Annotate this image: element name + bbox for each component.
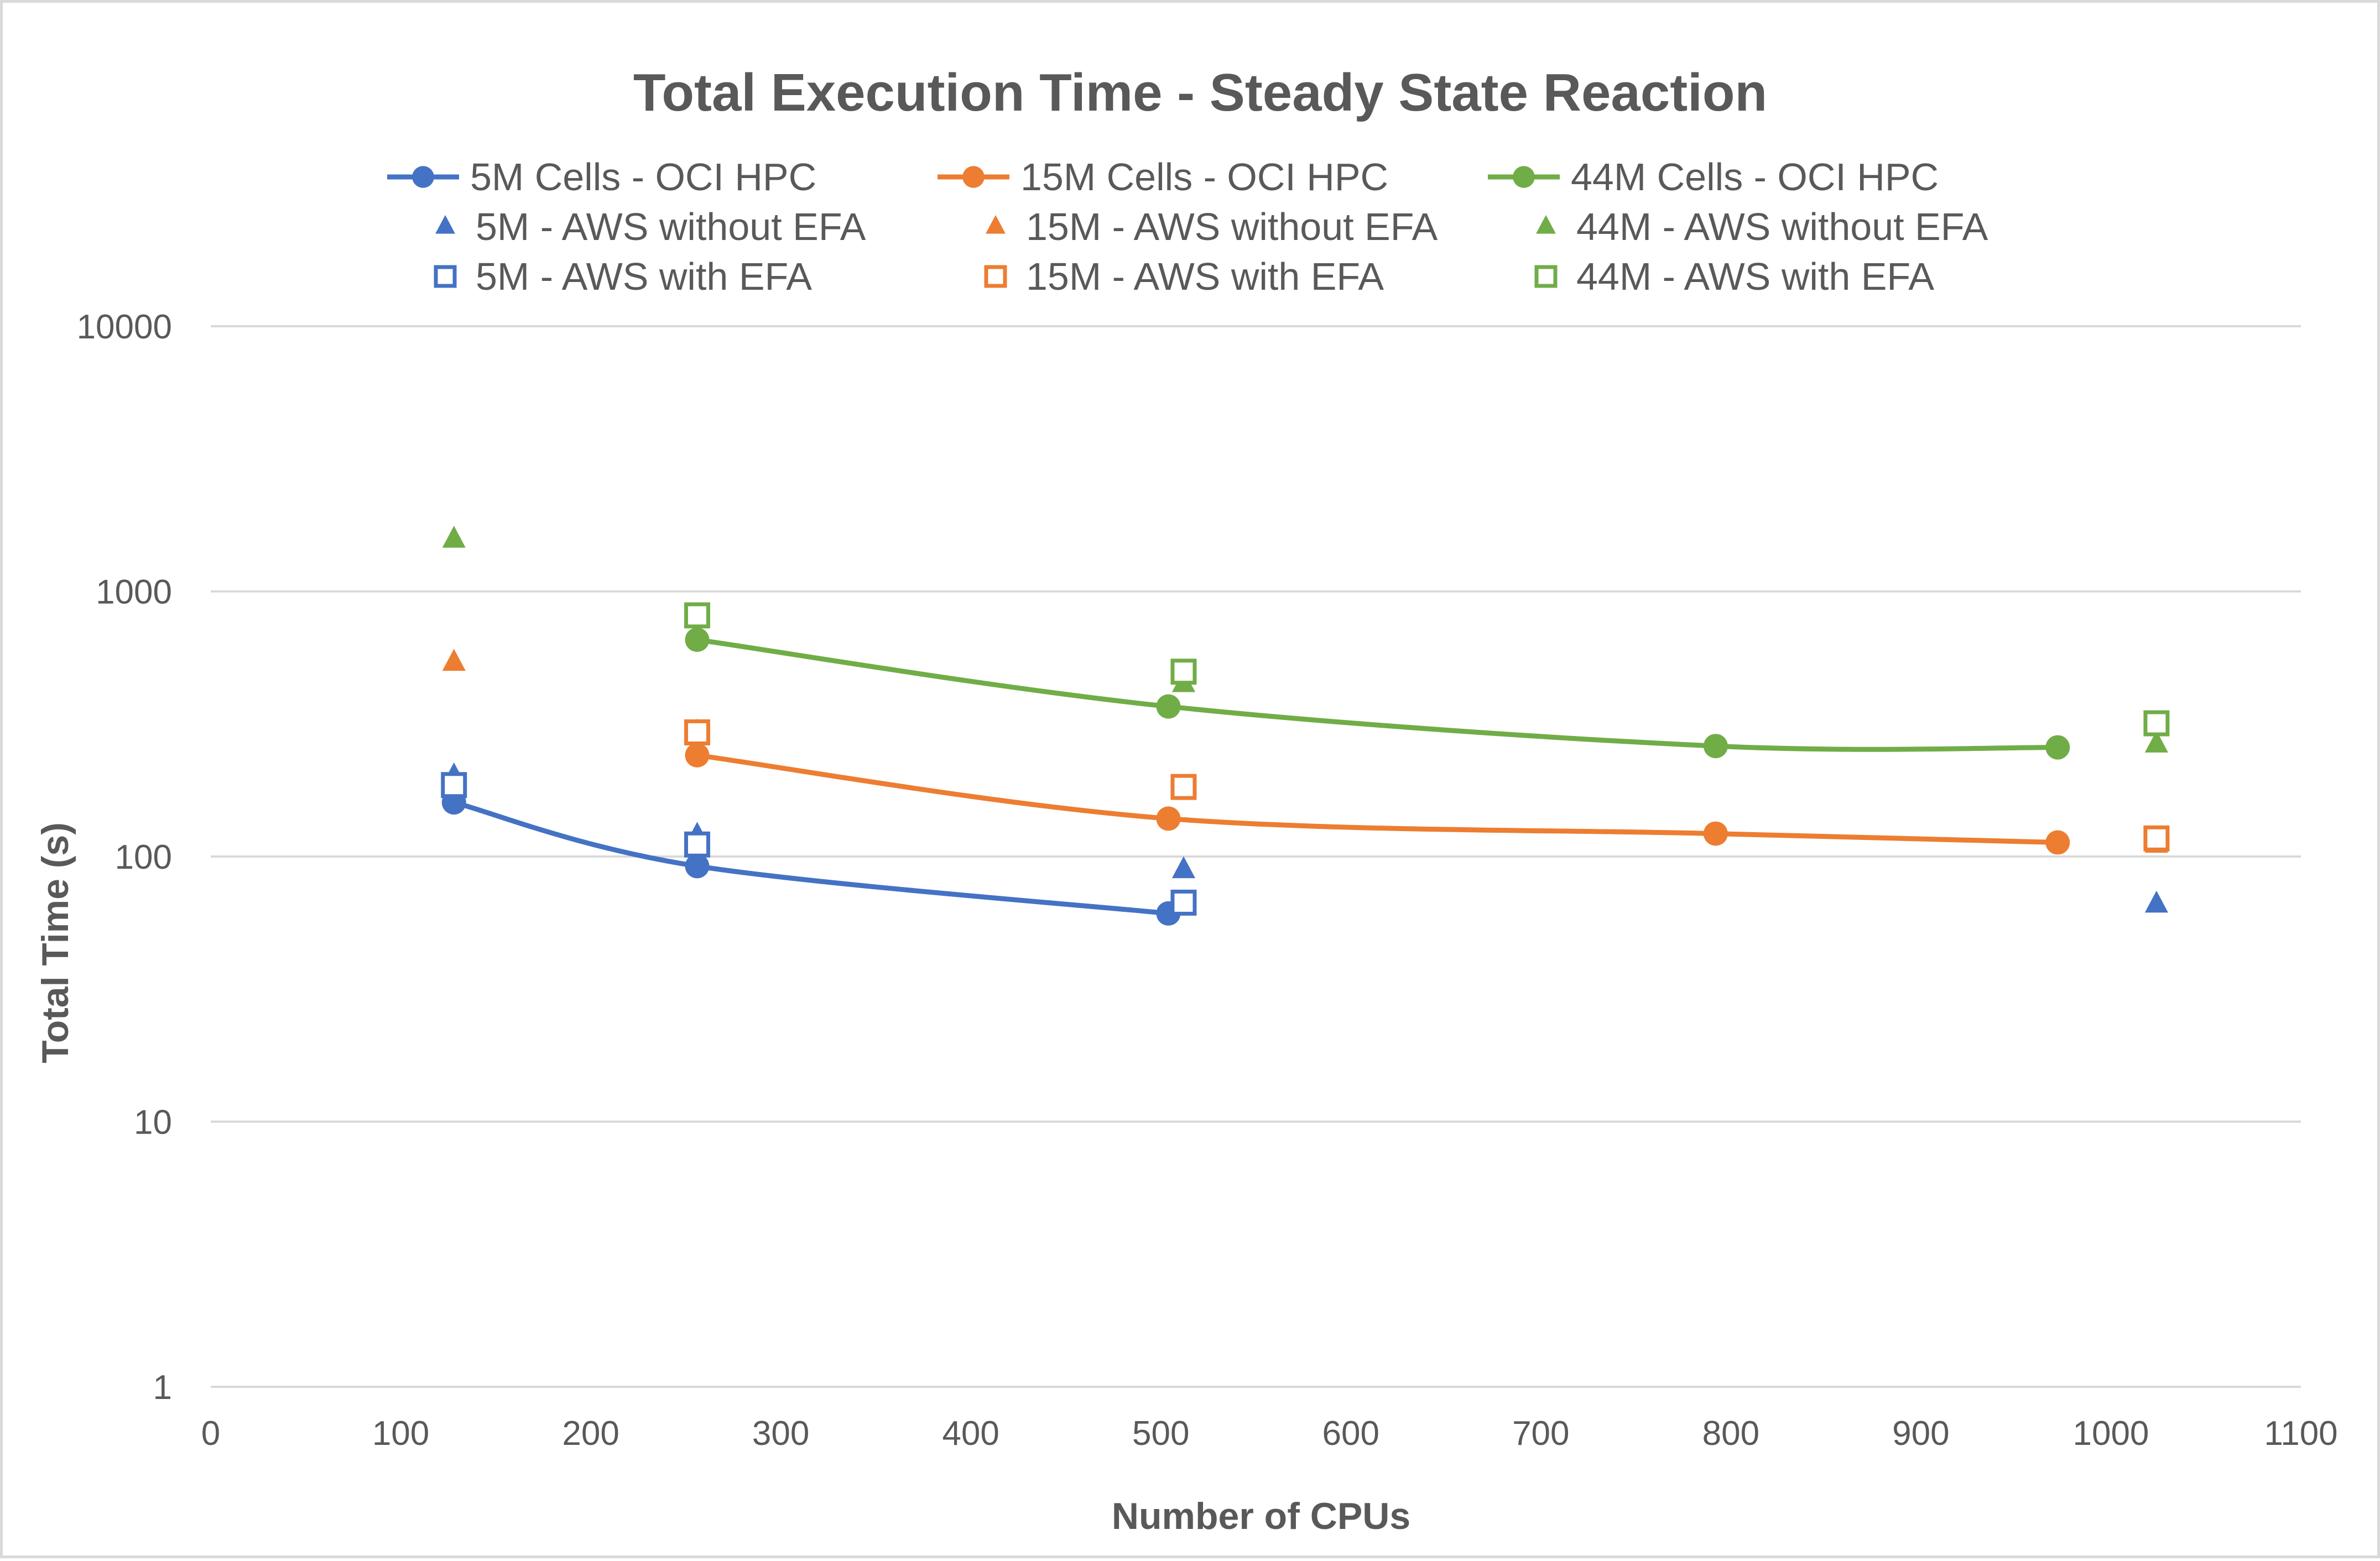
legend-label: 44M Cells - OCI HPC: [1571, 155, 1939, 199]
y-tick-label: 1000: [96, 573, 172, 612]
legend-item: 15M - AWS with EFA: [984, 255, 1384, 298]
x-tick-label: 700: [1512, 1414, 1569, 1453]
y-tick-label: 100: [115, 838, 172, 876]
x-tick-label: 300: [752, 1414, 809, 1453]
legend-marker: [1534, 265, 1558, 288]
legend-label: 5M - AWS with EFA: [476, 255, 812, 298]
legend-label: 44M - AWS with EFA: [1576, 255, 1934, 298]
legend-marker: [984, 265, 1007, 288]
series-1: [685, 743, 2070, 855]
legend-item: 5M Cells - OCI HPC: [387, 155, 816, 199]
y-tick-label: 10: [134, 1104, 172, 1142]
data-point: [2045, 830, 2070, 855]
data-point: [2143, 710, 2170, 737]
data-point: [2144, 730, 2168, 753]
x-tick-label: 1000: [2072, 1414, 2149, 1453]
x-tick-label: 0: [201, 1414, 220, 1453]
y-axis-title: Total Time (s): [34, 822, 76, 1063]
legend-item: 44M - AWS with EFA: [1534, 255, 1934, 298]
x-tick-label: 1100: [2264, 1414, 2337, 1453]
y-tick-label: 10000: [77, 308, 172, 346]
data-point: [1171, 856, 1196, 879]
series-2: [685, 627, 2070, 760]
data-point: [1156, 806, 1181, 831]
x-tick-label: 800: [1702, 1414, 1759, 1453]
series-line: [453, 800, 1169, 916]
data-point: [685, 743, 710, 768]
series-line: [696, 637, 2058, 752]
data-point: [685, 627, 710, 652]
x-tick-label: 100: [372, 1414, 429, 1453]
data-point: [1703, 821, 1728, 846]
legend-marker: [1513, 166, 1535, 188]
x-tick-label: 600: [1322, 1414, 1379, 1453]
legend-marker: [412, 166, 434, 188]
data-point: [2144, 890, 2168, 913]
data-point: [441, 772, 467, 798]
x-tick-label: 200: [562, 1414, 619, 1453]
legend-item: 44M Cells - OCI HPC: [1488, 155, 1939, 199]
data-point: [442, 649, 466, 671]
data-point: [684, 602, 710, 629]
legend-label: 5M - AWS without EFA: [476, 205, 866, 248]
chart-title: Total Execution Time - Steady State Reac…: [633, 63, 1767, 122]
legend-marker: [962, 166, 985, 188]
x-tick-label: 900: [1892, 1414, 1949, 1453]
x-axis-title: Number of CPUs: [1112, 1495, 1410, 1537]
data-point: [1156, 694, 1181, 719]
data-point: [2143, 825, 2170, 852]
y-tick-label: 1: [153, 1369, 172, 1407]
legend-label: 15M Cells - OCI HPC: [1020, 155, 1388, 199]
chart-svg: Total Execution Time - Steady State Reac…: [34, 63, 2338, 1537]
series-layer: [441, 525, 2170, 926]
data-point: [1170, 659, 1197, 685]
legend-marker: [1536, 215, 1556, 234]
y-axis-ticks: 1 10 100 1000 10000: [77, 308, 172, 1407]
legend-item: 15M Cells - OCI HPC: [938, 155, 1388, 199]
legend-item: 5M - AWS with EFA: [434, 255, 812, 298]
legend-marker: [986, 215, 1006, 234]
data-point: [442, 525, 466, 548]
legend-label: 15M - AWS without EFA: [1026, 205, 1438, 248]
series-7: [684, 719, 2170, 852]
x-tick-label: 400: [942, 1414, 999, 1453]
legend-label: 44M - AWS without EFA: [1576, 205, 1988, 248]
series-8: [684, 602, 2170, 737]
legend-item: 15M - AWS without EFA: [986, 205, 1438, 248]
legend-marker: [435, 215, 455, 234]
data-point: [684, 831, 710, 858]
series-line: [696, 753, 2058, 845]
legend: 5M Cells - OCI HPC 15M Cells - OCI HPC 44M…: [387, 155, 1988, 298]
data-point: [1703, 734, 1728, 759]
legend-label: 5M Cells - OCI HPC: [470, 155, 816, 199]
series-6: [441, 772, 1197, 916]
legend-marker: [434, 265, 457, 288]
x-tick-label: 500: [1132, 1414, 1189, 1453]
data-point: [1170, 889, 1197, 916]
gridlines: [211, 325, 2301, 1388]
legend-item: 44M - AWS without EFA: [1536, 205, 1988, 248]
legend-item: 5M - AWS without EFA: [435, 205, 866, 248]
x-axis-ticks: 0 100 200 300 400 500 600 700 800 900 1000 1100: [201, 1414, 2338, 1453]
data-point: [1170, 774, 1197, 800]
data-point: [684, 719, 710, 745]
data-point: [2045, 735, 2070, 760]
data-point: [685, 854, 710, 879]
legend-label: 15M - AWS with EFA: [1026, 255, 1384, 298]
